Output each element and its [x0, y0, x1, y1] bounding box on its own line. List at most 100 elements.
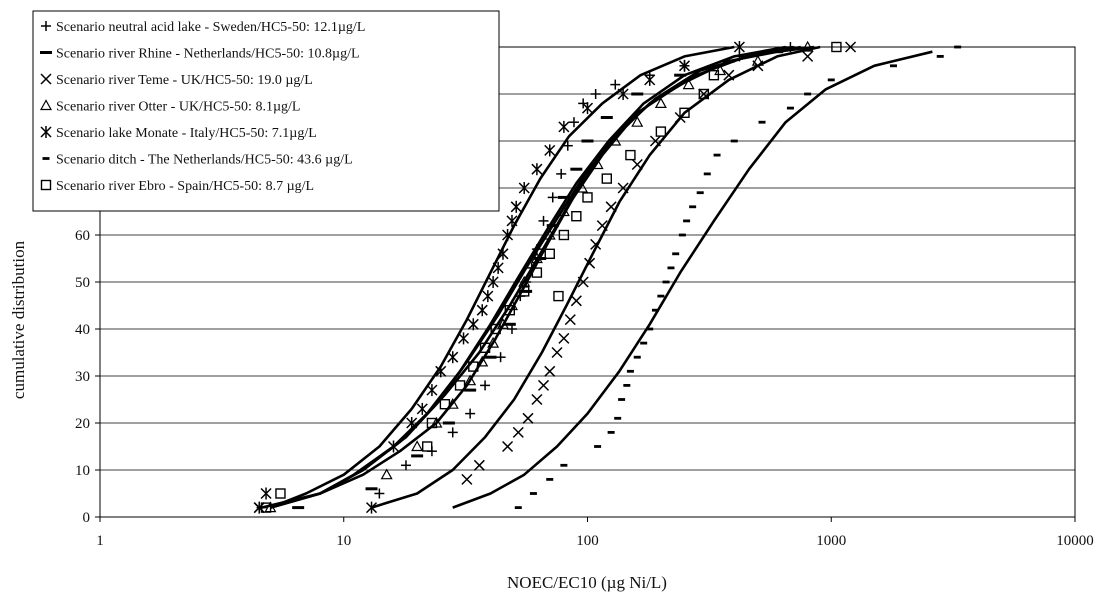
data-point-plus: [734, 51, 745, 62]
legend-label: Scenario lake Monate - Italy/HC5-50: 7.1…: [56, 126, 317, 141]
data-point-x: [502, 440, 514, 453]
y-axis-title: cumulative distribution: [9, 240, 28, 399]
data-point-triangle: [518, 275, 531, 287]
fitted-curve: [269, 45, 735, 509]
data-point-plus: [465, 408, 476, 419]
legend-marker: [39, 99, 53, 111]
data-point-asterisk: [506, 214, 518, 227]
legend-label: Scenario river Rhine - Netherlands/HC5-5…: [56, 47, 360, 62]
data-point-triangle: [591, 158, 604, 170]
data-point-asterisk: [497, 247, 509, 260]
data-point-x: [590, 238, 602, 250]
y-tick-label: 20: [75, 416, 90, 432]
data-point-plus: [495, 352, 506, 363]
data-point-x: [461, 473, 473, 485]
data-point-plus: [562, 140, 573, 151]
data-point-asterisk: [482, 290, 494, 303]
data-point-triangle: [411, 440, 424, 452]
y-tick-label: 30: [75, 369, 90, 385]
data-point-asterisk: [406, 417, 418, 429]
x-tick-label: 10: [336, 533, 351, 549]
point-layer: [253, 40, 962, 514]
data-point-x: [564, 314, 576, 326]
data-point-x: [698, 88, 710, 100]
data-point-x: [723, 69, 735, 81]
legend-items: Scenario neutral acid lake - Sweden/HC5-…: [39, 20, 365, 194]
data-point-triangle: [487, 336, 500, 348]
data-point-x: [631, 158, 643, 171]
fitted-curve: [371, 45, 821, 509]
data-point-x: [649, 135, 661, 147]
legend-entry: Scenario river Otter - UK/HC5-50: 8.1µg/…: [39, 99, 300, 115]
legend-entry: Scenario river Teme - UK/HC5-50: 19.0 µg…: [40, 73, 313, 88]
data-point-triangle: [751, 54, 764, 66]
axis-layer: 1 10 100 1000 10000 0 10 20 30 40 50 60: [75, 228, 1094, 549]
x-tick-label: 10000: [1056, 533, 1094, 549]
data-point-plus: [547, 192, 558, 203]
data-point-plus: [480, 380, 491, 391]
data-point-asterisk: [502, 229, 514, 241]
data-point-square: [625, 149, 636, 161]
data-point-triangle: [380, 468, 393, 480]
data-point-plus: [521, 277, 532, 287]
data-point-triangle: [496, 318, 509, 329]
data-point-triangle: [476, 355, 489, 367]
data-point-square: [468, 361, 479, 372]
legend-marker: [40, 179, 52, 191]
data-point-x: [531, 393, 543, 406]
data-point-square: [601, 173, 613, 184]
x-tick-label: 100: [576, 533, 599, 549]
data-point-plus: [374, 488, 385, 499]
data-point-x: [605, 201, 617, 213]
data-point-square: [698, 88, 709, 100]
data-point-plus: [447, 427, 458, 438]
data-point-square: [708, 69, 720, 81]
data-point-triangle: [609, 134, 622, 146]
data-point-square: [519, 286, 530, 297]
data-point-asterisk: [644, 73, 656, 86]
data-point-x: [537, 379, 550, 391]
data-point-square: [831, 41, 842, 53]
data-point-triangle: [530, 252, 543, 264]
data-point-asterisk: [426, 384, 438, 397]
data-point-square: [422, 441, 433, 452]
y-tick-label: 0: [83, 510, 91, 526]
legend-label: Scenario neutral acid lake - Sweden/HC5-…: [56, 20, 365, 35]
data-point-plus: [785, 42, 796, 52]
data-point-asterisk: [531, 163, 543, 176]
x-tick-label: 1: [96, 533, 104, 549]
legend-marker: [40, 126, 52, 138]
data-point-square: [504, 305, 516, 316]
data-point-asterisk: [487, 276, 499, 288]
data-point-asterisk: [260, 487, 272, 500]
data-point-asterisk: [457, 332, 470, 345]
data-point-x: [570, 295, 582, 307]
data-point-plus: [610, 79, 621, 90]
data-point-asterisk: [416, 402, 428, 415]
y-tick-label: 10: [75, 463, 90, 479]
data-point-square: [582, 192, 593, 203]
data-point-x: [558, 332, 570, 344]
data-point-plus: [400, 460, 411, 471]
data-point-asterisk: [476, 304, 488, 317]
data-point-x: [596, 220, 608, 232]
data-point-x: [617, 182, 629, 194]
data-point-asterisk: [447, 351, 459, 364]
data-point-triangle: [505, 299, 519, 311]
legend-label: Scenario river Ebro - Spain/HC5-50: 8.7 …: [56, 179, 314, 194]
data-point-triangle: [576, 181, 589, 193]
legend-entry: Scenario river Rhine - Netherlands/HC5-5…: [40, 47, 360, 62]
data-point-square: [490, 323, 501, 335]
data-point-square: [544, 248, 555, 260]
data-point-asterisk: [387, 440, 400, 453]
y-tick-label: 50: [75, 275, 90, 291]
fitted-curve: [270, 45, 786, 509]
fitted-curve: [270, 45, 802, 509]
data-point-triangle: [557, 205, 570, 217]
data-point-x: [512, 426, 524, 438]
data-point-asterisk: [678, 59, 691, 72]
data-point-square: [531, 267, 543, 278]
legend-label: Scenario river Otter - UK/HC5-50: 8.1µg/…: [56, 100, 300, 115]
data-point-square: [655, 126, 667, 137]
